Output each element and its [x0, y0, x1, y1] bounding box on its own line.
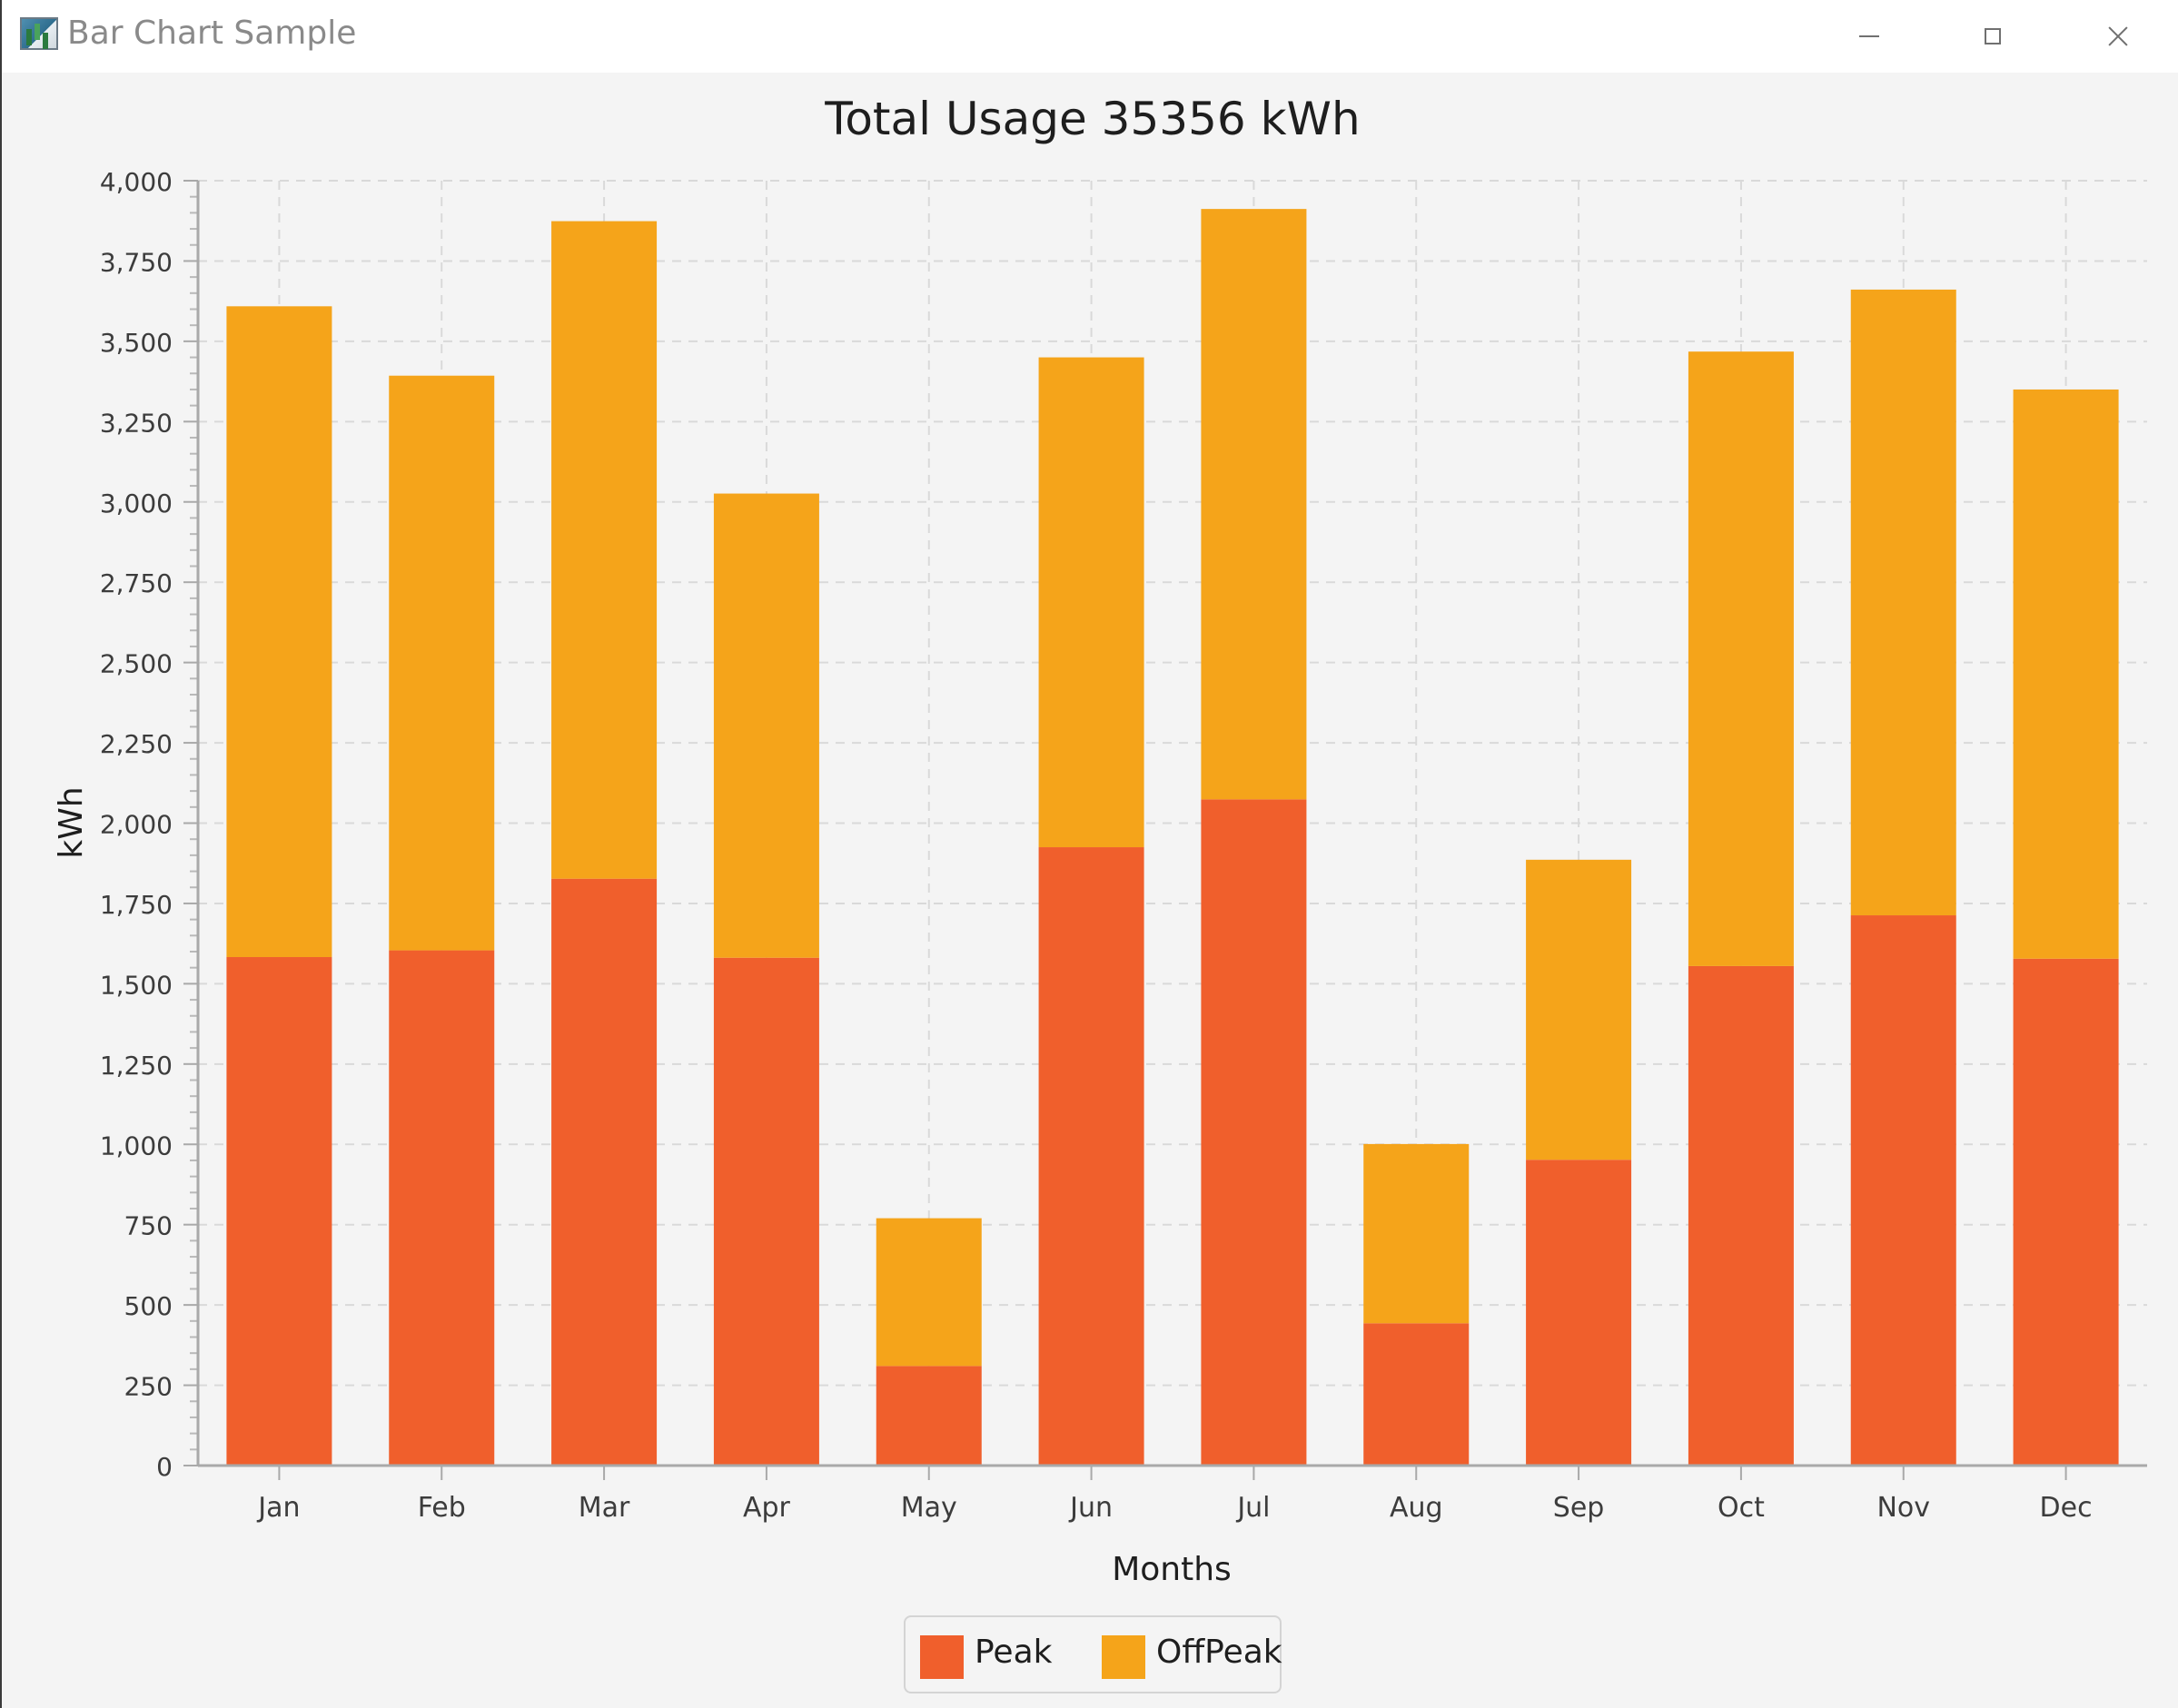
- y-tick-label: 2,750: [100, 568, 173, 598]
- chart-app-icon: [20, 17, 58, 50]
- y-tick-label: 750: [124, 1211, 173, 1241]
- minimize-button[interactable]: [1807, 0, 1931, 73]
- x-tick-label: May: [901, 1492, 957, 1524]
- x-tick-label: Oct: [1718, 1492, 1765, 1524]
- maximize-button[interactable]: [1931, 0, 2054, 73]
- y-tick-label: 1,250: [100, 1051, 173, 1081]
- y-tick-label: 3,000: [100, 489, 173, 518]
- maximize-icon: [1985, 28, 2001, 44]
- bar-peak-may: [876, 1366, 982, 1466]
- bar-offpeak-may: [876, 1218, 982, 1367]
- x-tick-label: Jun: [1068, 1492, 1113, 1524]
- bar-offpeak-aug: [1363, 1143, 1470, 1324]
- bar-peak-jan: [226, 957, 332, 1466]
- bar-offpeak-oct: [1688, 351, 1794, 966]
- y-tick-label: 500: [124, 1291, 173, 1321]
- y-tick-label: 250: [124, 1372, 173, 1402]
- chart-title: Total Usage 35356 kWh: [824, 93, 1360, 145]
- y-tick-label: 2,500: [100, 649, 173, 679]
- x-tick-label: Jan: [256, 1492, 300, 1524]
- x-tick-label: Mar: [579, 1492, 630, 1524]
- x-tick-label: Dec: [2040, 1492, 2093, 1524]
- bar-peak-jun: [1038, 847, 1144, 1466]
- y-tick-label: 3,250: [100, 408, 173, 438]
- bar-offpeak-jan: [226, 306, 332, 958]
- bar-offpeak-sep: [1526, 859, 1632, 1160]
- title-bar[interactable]: Bar Chart Sample: [2, 0, 2178, 73]
- y-tick-label: 1,750: [100, 890, 173, 920]
- y-tick-label: 1,000: [100, 1130, 173, 1160]
- bar-peak-jul: [1201, 799, 1307, 1466]
- bars: [226, 209, 2119, 1466]
- legend-label-peak: Peak: [975, 1634, 1053, 1671]
- bar-peak-feb: [389, 950, 495, 1466]
- legend-swatch-peak: [920, 1635, 964, 1679]
- bar-offpeak-apr: [713, 493, 819, 958]
- x-tick-label: Apr: [743, 1492, 791, 1524]
- y-tick-label: 1,500: [100, 970, 173, 1000]
- y-tick-label: 3,500: [100, 328, 173, 358]
- bar-peak-mar: [551, 878, 658, 1466]
- legend: Peak OffPeak: [904, 1615, 1282, 1693]
- bar-peak-aug: [1363, 1323, 1470, 1466]
- bar-peak-nov: [1850, 915, 1956, 1466]
- y-tick-label: 0: [156, 1452, 173, 1482]
- legend-swatch-offpeak: [1102, 1635, 1145, 1679]
- bar-offpeak-jul: [1201, 209, 1307, 800]
- x-tick-label: Aug: [1390, 1492, 1443, 1524]
- y-tick-label: 2,000: [100, 810, 173, 840]
- bar-peak-apr: [713, 957, 819, 1466]
- bar-peak-oct: [1688, 965, 1794, 1466]
- x-tick-label: Feb: [418, 1492, 466, 1524]
- axes: 0 250 500 750 1,000 1,250 1,500 1,750 2,000 2,250…: [100, 167, 2147, 1524]
- bar-offpeak-dec: [2013, 389, 2119, 959]
- bar-offpeak-jun: [1038, 357, 1144, 848]
- y-tick-label: 2,250: [100, 729, 173, 759]
- y-axis-label: kWh: [53, 786, 90, 858]
- x-tick-label: Nov: [1876, 1492, 1930, 1524]
- bar-offpeak-feb: [389, 375, 495, 951]
- bar-offpeak-nov: [1850, 289, 1956, 916]
- minimize-icon: [1859, 35, 1879, 37]
- x-axis-label: Months: [1112, 1551, 1232, 1588]
- bar-peak-sep: [1526, 1160, 1632, 1466]
- x-tick-label: Sep: [1553, 1492, 1605, 1524]
- window-title: Bar Chart Sample: [67, 15, 357, 52]
- y-tick-label: 3,750: [100, 247, 173, 277]
- bar-offpeak-mar: [551, 221, 658, 879]
- y-tick-label: 4,000: [100, 167, 173, 197]
- bar-peak-dec: [2013, 958, 2119, 1466]
- x-tick-label: Jul: [1235, 1492, 1270, 1524]
- legend-label-offpeak: OffPeak: [1156, 1634, 1282, 1671]
